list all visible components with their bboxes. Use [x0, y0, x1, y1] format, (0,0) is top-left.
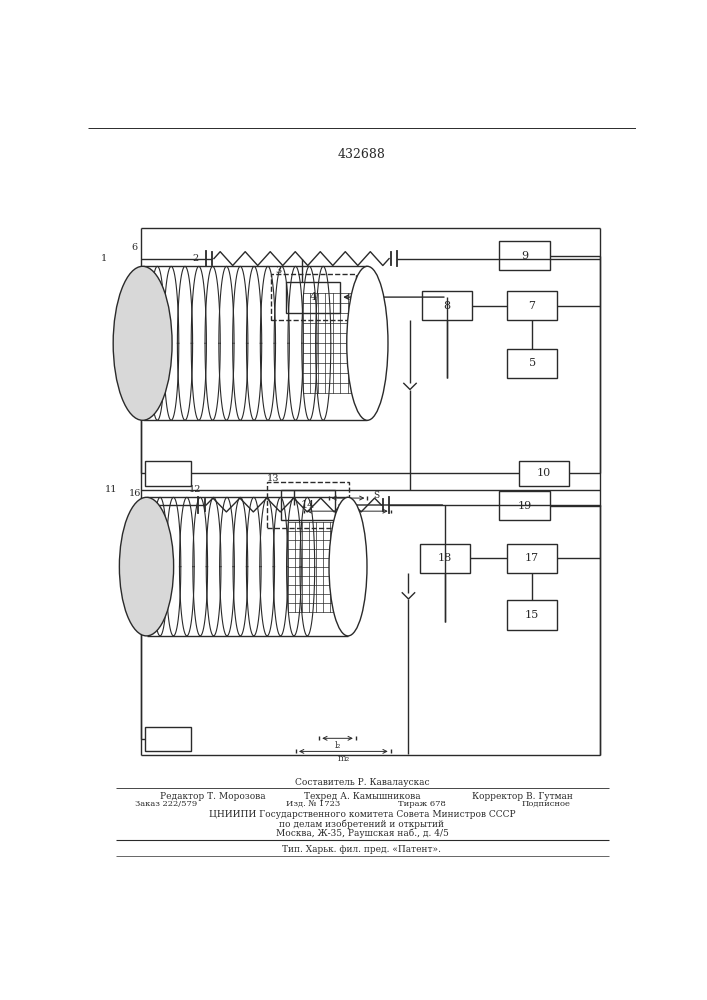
Text: 14: 14: [300, 500, 315, 510]
Text: 15: 15: [525, 610, 539, 620]
Bar: [507, 600, 557, 630]
Text: l₁: l₁: [345, 500, 351, 510]
Text: m₁: m₁: [341, 514, 354, 523]
Text: 5: 5: [529, 358, 536, 368]
Bar: [499, 491, 549, 520]
Text: Тип. Харьк. фил. пред. «Патент».: Тип. Харьк. фил. пред. «Патент».: [283, 845, 441, 854]
Text: Подписное: Подписное: [521, 800, 570, 808]
Text: 3: 3: [275, 266, 281, 275]
Ellipse shape: [113, 266, 172, 420]
Text: 7: 7: [529, 301, 536, 311]
Bar: [499, 241, 549, 270]
Text: Редактор Т. Морозова: Редактор Т. Морозова: [160, 792, 265, 801]
Text: l₂: l₂: [334, 741, 341, 750]
Bar: [507, 544, 557, 573]
Text: Корректор В. Гутман: Корректор В. Гутман: [472, 792, 573, 801]
Text: Тираж 678: Тираж 678: [398, 800, 445, 808]
Text: 4: 4: [310, 292, 317, 302]
Text: Заказ 222/579: Заказ 222/579: [135, 800, 197, 808]
Bar: [507, 349, 557, 378]
Ellipse shape: [346, 266, 388, 420]
Text: S: S: [373, 491, 380, 500]
Text: V₁: V₁: [137, 304, 148, 313]
Text: 13: 13: [267, 474, 279, 483]
Bar: [507, 291, 557, 320]
Text: 8: 8: [443, 301, 450, 311]
Text: 17: 17: [525, 553, 539, 563]
Bar: [518, 461, 569, 486]
Text: Техред А. Камышникова: Техред А. Камышникова: [303, 792, 420, 801]
Text: 16: 16: [129, 489, 141, 498]
Bar: [286, 282, 340, 312]
Text: 1: 1: [101, 254, 107, 263]
Text: V₂: V₂: [141, 531, 152, 540]
Text: 19: 19: [518, 501, 532, 511]
Text: 432688: 432688: [338, 148, 386, 161]
Text: 12: 12: [189, 485, 201, 494]
Text: 2: 2: [192, 254, 199, 263]
Text: Москва, Ж-35, Раушская наб., д. 4/5: Москва, Ж-35, Раушская наб., д. 4/5: [276, 828, 448, 838]
Bar: [145, 727, 192, 751]
Text: m₂: m₂: [337, 754, 349, 763]
Bar: [420, 544, 470, 573]
Bar: [145, 461, 192, 486]
Text: 18: 18: [438, 553, 452, 563]
Ellipse shape: [119, 497, 174, 636]
Bar: [281, 490, 335, 520]
Text: по делам изобретений и открытий: по делам изобретений и открытий: [279, 819, 445, 829]
Bar: [267, 482, 349, 528]
Text: 9: 9: [521, 251, 528, 261]
Text: 11: 11: [105, 485, 117, 494]
Bar: [421, 291, 472, 320]
Ellipse shape: [329, 497, 367, 636]
Text: 6: 6: [132, 243, 138, 252]
Bar: [271, 274, 356, 320]
Text: Составитель Р. Кавалаускас: Составитель Р. Кавалаускас: [295, 778, 429, 787]
Text: 10: 10: [537, 468, 551, 478]
Text: ЦНИИПИ Государственного комитета Совета Министров СССР: ЦНИИПИ Государственного комитета Совета …: [209, 810, 515, 819]
Text: Изд. № 1723: Изд. № 1723: [286, 800, 340, 808]
